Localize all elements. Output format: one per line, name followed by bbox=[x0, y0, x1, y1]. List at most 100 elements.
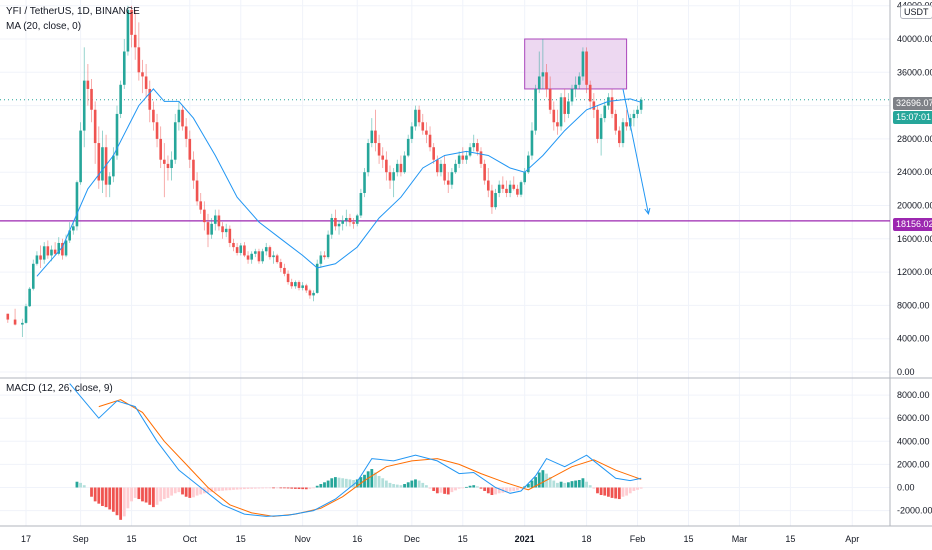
time-tick-label: Oct bbox=[183, 534, 198, 544]
macd-histogram-bar bbox=[228, 487, 232, 491]
candle-body bbox=[53, 249, 57, 254]
macd-histogram-bar bbox=[592, 487, 596, 489]
macd-histogram-bar bbox=[133, 487, 137, 498]
macd-histogram-bar bbox=[366, 471, 370, 488]
candle-body bbox=[206, 222, 210, 235]
candle-body bbox=[221, 226, 224, 233]
macd-histogram-bar bbox=[406, 482, 410, 488]
candle-body bbox=[239, 245, 243, 253]
candle-body bbox=[315, 263, 319, 293]
ma-line bbox=[36, 88, 642, 277]
currency-badge[interactable]: USDT bbox=[900, 5, 932, 19]
candle-body bbox=[505, 188, 508, 194]
candle-body bbox=[28, 288, 31, 307]
candle-body bbox=[443, 163, 446, 181]
macd-histogram-bar bbox=[377, 475, 381, 488]
candle-body bbox=[155, 122, 159, 139]
candle-body bbox=[286, 273, 290, 283]
candle-body bbox=[290, 282, 294, 287]
candle-body bbox=[261, 251, 264, 262]
macd-histogram-bar bbox=[221, 487, 224, 491]
macd-histogram-bar bbox=[93, 487, 97, 502]
macd-histogram-bar bbox=[192, 487, 195, 498]
macd-histogram-bar bbox=[468, 485, 472, 488]
candle-body bbox=[50, 249, 53, 256]
candle-body bbox=[101, 147, 104, 181]
symbol-title: YFI / TetherUS, 1D, BINANCE bbox=[6, 6, 140, 17]
macd-histogram-bar bbox=[446, 487, 450, 495]
candle-body bbox=[64, 240, 68, 256]
candle-body bbox=[581, 51, 585, 77]
macd-histogram-bar bbox=[610, 487, 614, 498]
macd-histogram-bar bbox=[115, 487, 119, 516]
macd-histogram-bar bbox=[348, 479, 352, 488]
candle-body bbox=[374, 130, 377, 144]
macd-histogram-bar bbox=[97, 487, 101, 504]
candle-body bbox=[632, 113, 636, 119]
candle-body bbox=[370, 130, 374, 144]
candle-body bbox=[527, 155, 530, 173]
candle-body bbox=[97, 143, 101, 181]
candle-body bbox=[603, 105, 607, 119]
macd-histogram-bar bbox=[108, 487, 112, 510]
macd-histogram-bar bbox=[122, 487, 126, 517]
candle-body bbox=[213, 215, 217, 224]
macd-histogram-bar bbox=[181, 487, 184, 495]
price-tick-label: 4000.00 bbox=[897, 334, 930, 344]
macd-histogram-bar bbox=[253, 487, 257, 489]
candle-body bbox=[57, 242, 61, 254]
macd-histogram-bar bbox=[159, 487, 163, 502]
macd-histogram-bar bbox=[195, 487, 199, 496]
macd-histogram-bar bbox=[425, 485, 428, 488]
candle-body bbox=[283, 267, 286, 274]
candle-body bbox=[61, 242, 64, 256]
macd-histogram-bar bbox=[548, 477, 552, 488]
candle-body bbox=[559, 97, 563, 127]
macd-histogram-bar bbox=[217, 487, 221, 491]
macd-histogram-bar bbox=[152, 487, 155, 508]
candle-body bbox=[439, 163, 443, 173]
macd-histogram-bar bbox=[79, 482, 82, 488]
candle-body bbox=[195, 180, 199, 202]
candle-body bbox=[596, 109, 599, 139]
projection-arrow-line bbox=[622, 88, 649, 214]
candle-body bbox=[417, 109, 421, 123]
candle-body bbox=[625, 122, 628, 127]
macd-histogram-bar bbox=[399, 485, 403, 488]
candle-body bbox=[414, 109, 417, 127]
candle-body bbox=[348, 217, 352, 223]
candle-body bbox=[457, 155, 461, 164]
macd-histogram-bar bbox=[243, 487, 246, 490]
candle-body bbox=[42, 246, 46, 260]
macd-histogram-bar bbox=[457, 487, 461, 489]
candle-body bbox=[75, 182, 79, 227]
candle-body bbox=[548, 88, 552, 110]
candle-body bbox=[166, 163, 170, 169]
candle-body bbox=[552, 109, 556, 123]
macd-histogram-bar bbox=[370, 469, 374, 488]
candle-body bbox=[279, 262, 283, 268]
macd-histogram-bar bbox=[617, 487, 621, 500]
macd-histogram-bar bbox=[130, 487, 133, 502]
candle-body bbox=[512, 184, 516, 189]
candle-body bbox=[410, 126, 414, 139]
candle-body bbox=[334, 217, 337, 227]
candle-body bbox=[108, 176, 112, 185]
candle-body bbox=[326, 234, 330, 258]
macd-histogram-bar bbox=[374, 472, 377, 488]
candle-body bbox=[323, 255, 326, 258]
candle-body bbox=[450, 172, 454, 185]
macd-histogram-bar bbox=[308, 487, 312, 489]
time-tick-label: Feb bbox=[630, 534, 646, 544]
candle-body bbox=[6, 313, 10, 320]
macd-histogram-bar bbox=[155, 487, 159, 505]
macd-histogram-bar bbox=[505, 487, 508, 493]
macd-histogram-bar bbox=[297, 487, 301, 490]
macd-histogram-bar bbox=[272, 487, 275, 489]
macd-histogram-bar bbox=[148, 487, 152, 505]
macd-histogram-bar bbox=[82, 485, 86, 488]
macd-histogram-bar bbox=[585, 481, 588, 488]
candle-body bbox=[159, 138, 162, 160]
candle-body bbox=[224, 228, 228, 233]
